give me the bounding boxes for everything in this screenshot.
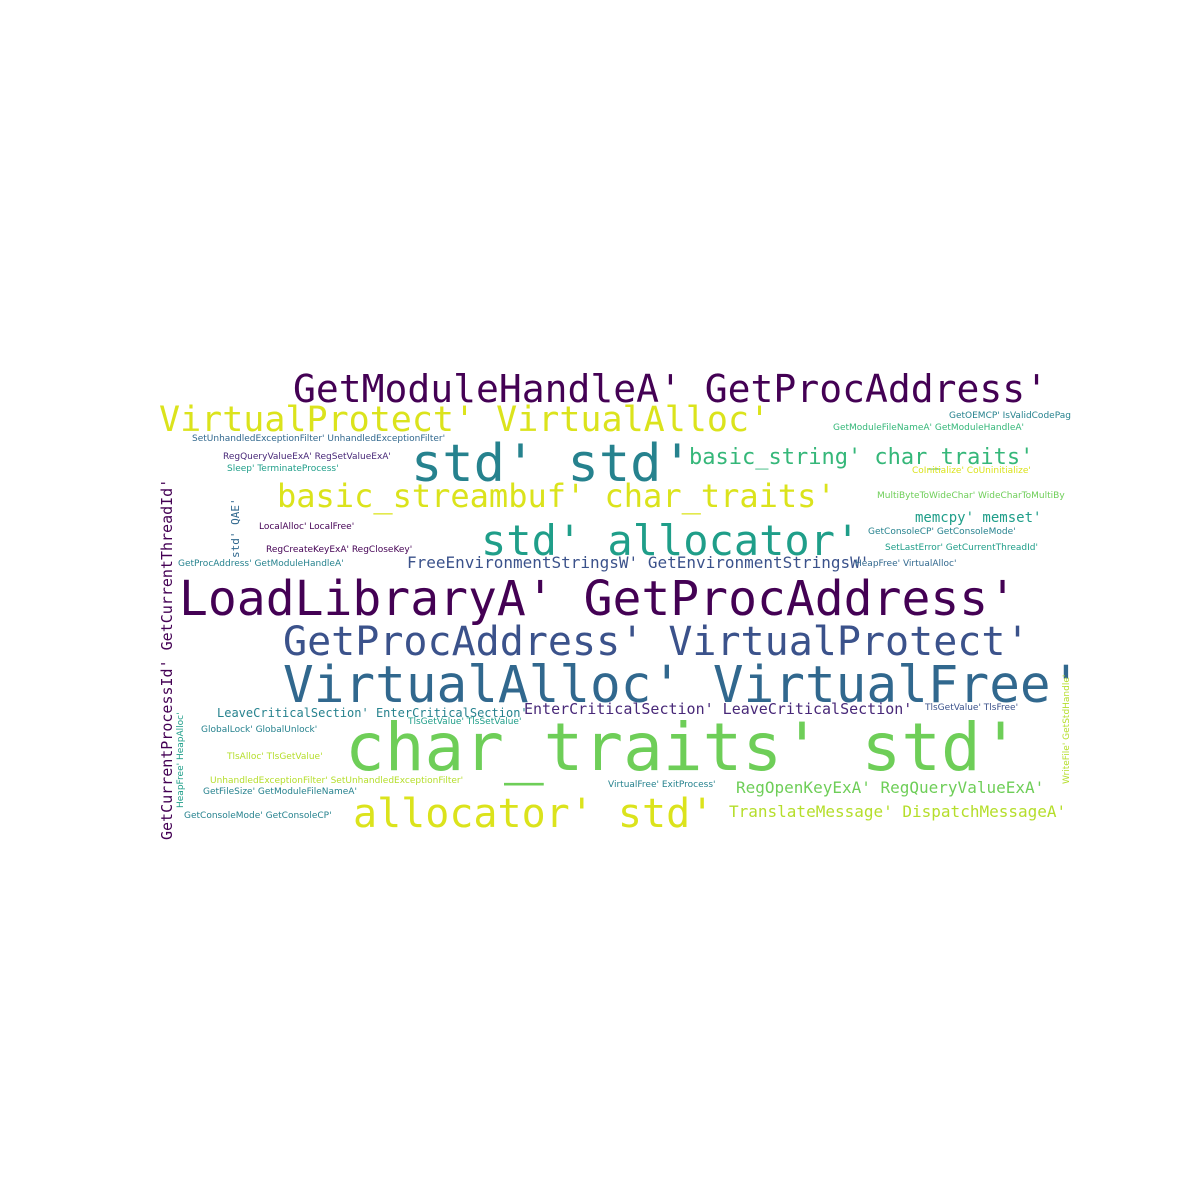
cloud-word: WriteFile' GetStdHandle' — [1062, 674, 1072, 784]
cloud-word: GetCurrentProcessId' GetCurrentThreadId' — [158, 478, 176, 840]
cloud-word: allocator' std' — [353, 791, 715, 837]
cloud-word: EnterCriticalSection' LeaveCriticalSecti… — [524, 700, 913, 718]
cloud-word: RegQueryValueExA' RegSetValueExA' — [223, 452, 391, 462]
cloud-word: GetConsoleCP' GetConsoleMode' — [868, 527, 1016, 537]
cloud-word: GlobalLock' GlobalUnlock' — [201, 725, 318, 735]
cloud-word: VirtualFree' ExitProcess' — [608, 780, 716, 790]
cloud-word: FreeEnvironmentStringsW' GetEnvironmentS… — [407, 553, 870, 572]
cloud-word: TlsGetValue' TlsSetValue' — [408, 717, 522, 727]
cloud-word: HeapFree' VirtualAlloc' — [855, 559, 957, 569]
cloud-word: char_traits' std' — [345, 709, 1021, 786]
cloud-word: std' std' — [411, 434, 693, 494]
cloud-word: Sleep' TerminateProcess' — [227, 464, 339, 474]
cloud-word: TranslateMessage' DispatchMessageA' — [729, 802, 1067, 821]
cloud-word: SetUnhandledExceptionFilter' UnhandledEx… — [192, 434, 446, 444]
cloud-word: TlsAlloc' TlsGetValue' — [227, 752, 323, 762]
cloud-word: LoadLibraryA' GetProcAddress' — [179, 571, 1018, 627]
cloud-word: GetProcAddress' GetModuleHandleA' — [178, 559, 344, 569]
cloud-word: TlsGetValue' TlsFree' — [925, 703, 1019, 713]
cloud-word: std' QAE' — [229, 498, 242, 558]
cloud-word: RegOpenKeyExA' RegQueryValueExA' — [736, 778, 1045, 797]
cloud-word: LocalAlloc' LocalFree' — [259, 522, 355, 532]
cloud-word: MultiByteToWideChar' WideCharToMultiBy — [877, 491, 1065, 501]
cloud-word: basic_string' char_traits' — [689, 445, 1034, 470]
cloud-word: HeapFree' HeapAlloc' — [176, 712, 186, 808]
cloud-word: SetLastError' GetCurrentThreadId' — [885, 543, 1038, 553]
cloud-word: GetFileSize' GetModuleFileNameA' — [203, 787, 357, 797]
cloud-word: memcpy' memset' — [915, 510, 1042, 526]
cloud-word: UnhandledExceptionFilter' SetUnhandledEx… — [210, 776, 464, 786]
cloud-word: GetModuleFileNameA' GetModuleHandleA' — [833, 423, 1025, 433]
cloud-word: LeaveCriticalSection' EnterCriticalSecti… — [217, 706, 528, 720]
cloud-word: GetOEMCP' IsValidCodePag — [949, 411, 1071, 421]
cloud-word: RegCreateKeyExA' RegCloseKey' — [266, 545, 413, 555]
cloud-word: CoInitialize' CoUninitialize' — [912, 466, 1031, 476]
cloud-word: GetConsoleMode' GetConsoleCP' — [184, 811, 332, 821]
cloud-word: GetModuleHandleA' GetProcAddress' — [293, 367, 1048, 411]
cloud-word: VirtualAlloc' VirtualFree' — [283, 656, 1082, 715]
word-cloud: GetModuleHandleA' GetProcAddress' Virtua… — [155, 360, 1083, 842]
cloud-word: std' allocator' — [481, 516, 861, 565]
cloud-word: GetProcAddress' VirtualProtect' — [283, 619, 1030, 665]
cloud-word: basic_streambuf' char_traits' — [277, 477, 836, 515]
cloud-word: VirtualProtect' VirtualAlloc' — [159, 400, 771, 440]
